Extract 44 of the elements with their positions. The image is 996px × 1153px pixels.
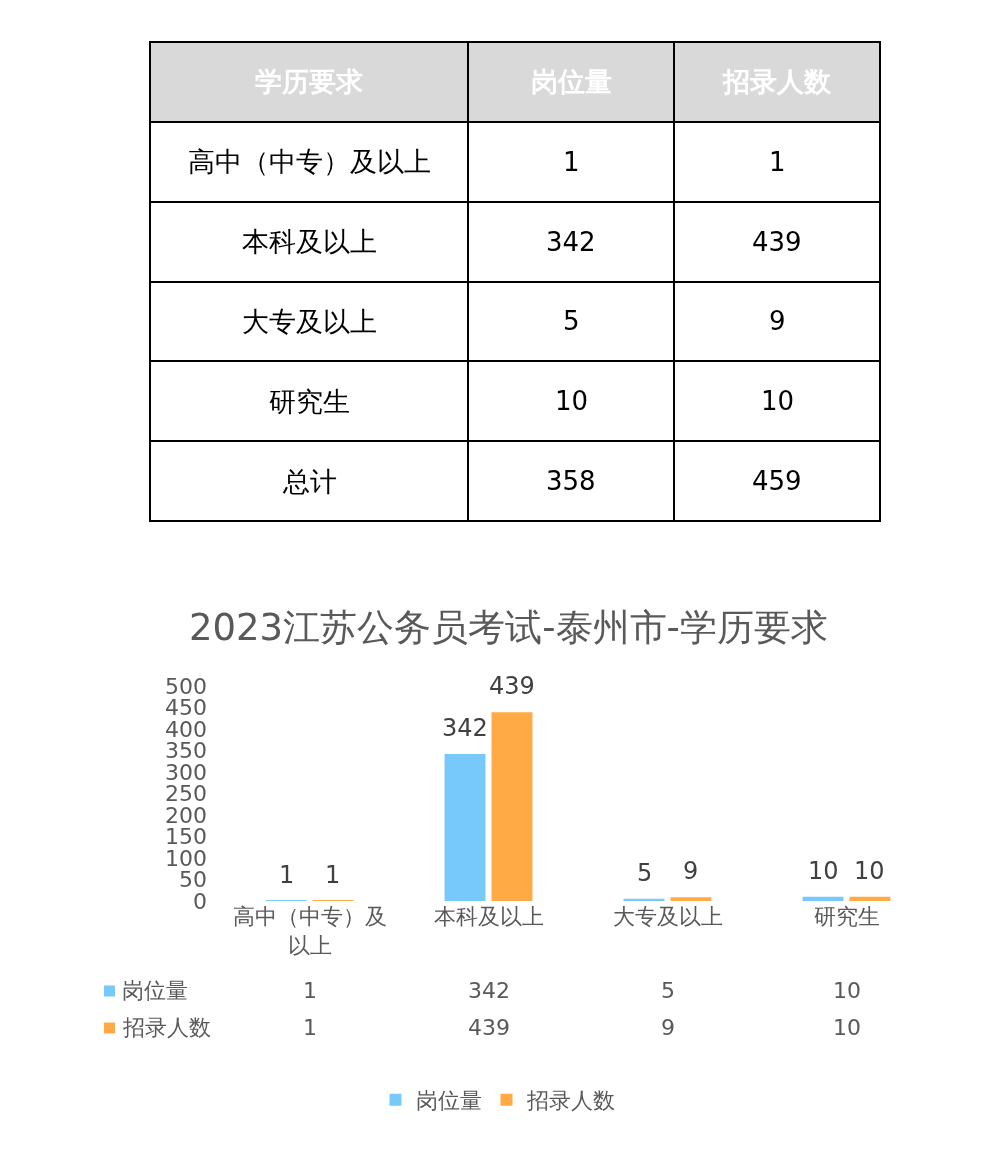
data-label: 5 <box>563 306 580 336</box>
data-label: 9 <box>683 857 699 885</box>
data-label: 342 <box>442 714 488 742</box>
bar <box>491 712 533 901</box>
bar <box>444 753 486 901</box>
y-tick-label: 总计 <box>282 466 337 497</box>
data-label: 1 <box>563 147 580 177</box>
data-label: 9 <box>661 1015 675 1040</box>
x-tick-label: 本科及以上 <box>433 904 544 929</box>
data-label: 358 <box>546 466 596 496</box>
bar <box>849 896 891 901</box>
x-tick-label: 研究生 <box>813 904 880 929</box>
data-label: 10 <box>833 978 861 1003</box>
data-label: 10 <box>555 386 589 416</box>
data-label: 439 <box>468 1015 510 1040</box>
y-tick-label: 招录人数 <box>122 1015 211 1040</box>
bar <box>623 898 665 901</box>
legend-label: 招录人数 <box>525 1088 615 1114</box>
data-label: 5 <box>637 859 653 887</box>
legend-label: 岗位量 <box>415 1088 482 1114</box>
data-label: 1 <box>325 861 341 889</box>
data-label: 439 <box>489 672 535 700</box>
bar <box>802 896 844 901</box>
y-tick-label: 本科及以上 <box>242 226 377 257</box>
data-label: 1 <box>303 978 317 1003</box>
data-label: 1 <box>279 861 295 889</box>
x-tick-label: 大专及以上 <box>612 904 723 929</box>
bar <box>670 897 712 901</box>
data-label: 1 <box>769 147 786 177</box>
chart-title: 2023江苏公务员考试-泰州市-学历要求 <box>189 606 828 649</box>
data-label: 342 <box>546 227 596 257</box>
data-label: 10 <box>854 857 885 885</box>
y-tick-label: 高中（中专）及以上 <box>188 146 431 177</box>
y-tick-label: 研究生 <box>269 386 350 417</box>
data-label: 342 <box>468 978 510 1003</box>
data-label: 459 <box>752 466 802 496</box>
data-label: 10 <box>808 857 839 885</box>
data-label: 439 <box>752 227 802 257</box>
y-tick-label: 大专及以上 <box>242 306 377 337</box>
data-label: 10 <box>761 386 795 416</box>
data-label: 9 <box>769 306 786 336</box>
data-label: 10 <box>833 1015 861 1040</box>
data-label: 5 <box>661 978 675 1003</box>
data-label: 1 <box>303 1015 317 1040</box>
